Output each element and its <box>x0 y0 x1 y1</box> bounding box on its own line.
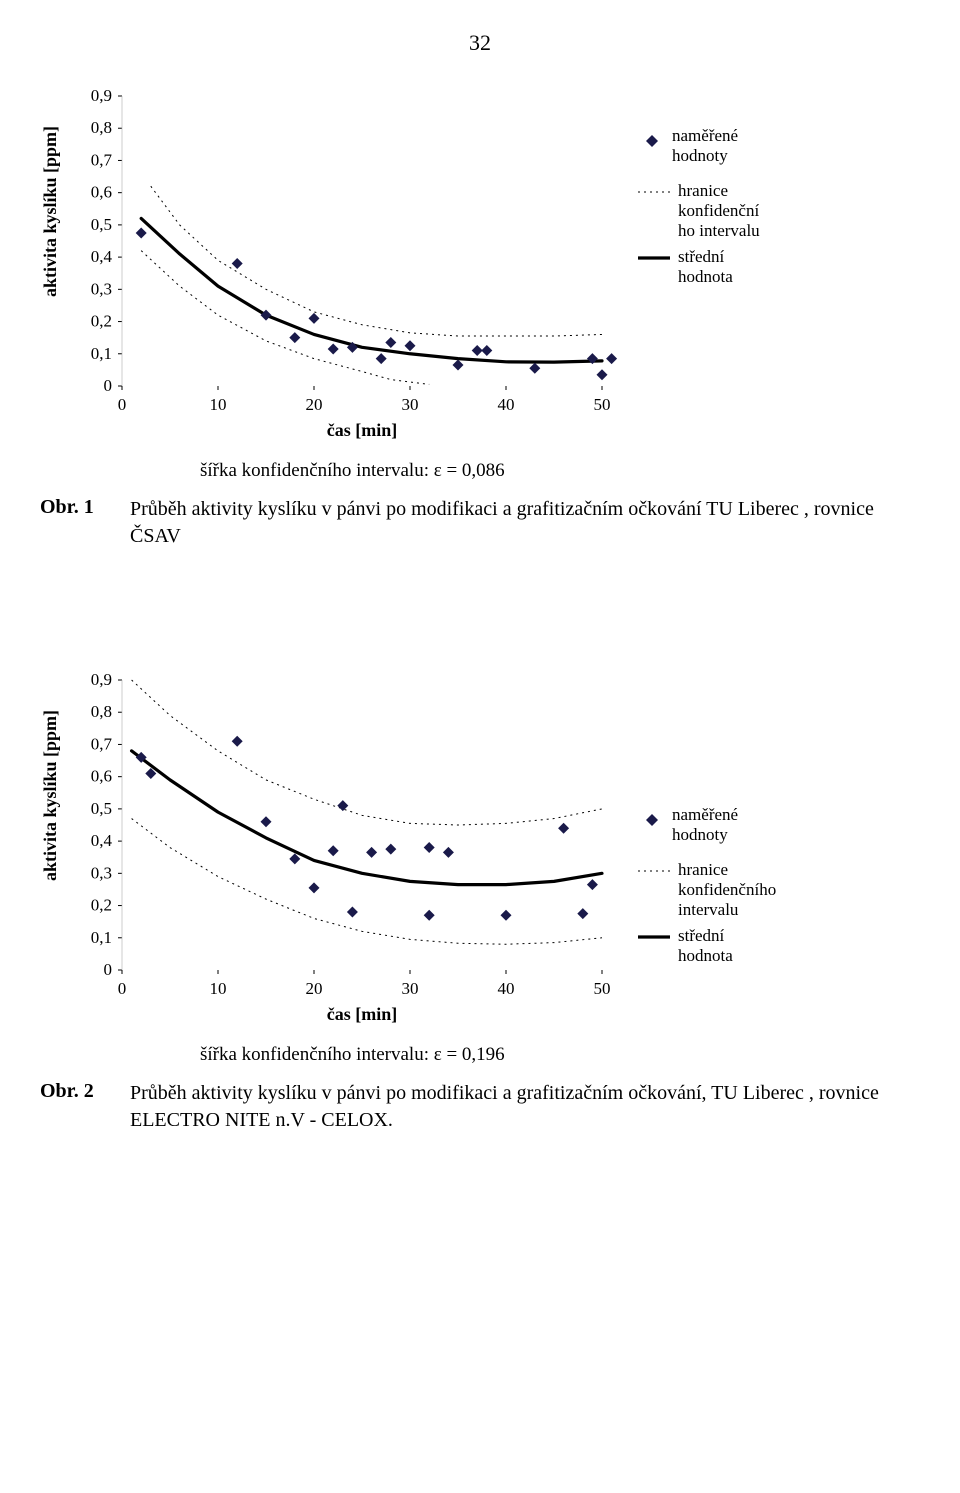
svg-text:50: 50 <box>594 979 611 998</box>
page-number: 32 <box>40 30 920 56</box>
svg-text:20: 20 <box>306 979 323 998</box>
svg-text:ho intervalu: ho intervalu <box>678 221 760 240</box>
chart2-y-label: aktivita kyslíku [ppm] <box>40 710 61 881</box>
svg-text:0,7: 0,7 <box>91 150 113 169</box>
svg-text:0,8: 0,8 <box>91 702 112 721</box>
svg-text:0,9: 0,9 <box>91 86 112 105</box>
svg-text:hranice: hranice <box>678 181 728 200</box>
figure2-obr-label: Obr. 2 <box>40 1080 130 1103</box>
svg-text:0,6: 0,6 <box>91 183 112 202</box>
svg-text:30: 30 <box>402 979 419 998</box>
chart-2-svg: 0 0,1 0,2 0,3 0,4 0,5 0,6 0,7 0,8 0,9 0 10 20 30 40 50 č… <box>67 670 897 1030</box>
svg-text:hodnota: hodnota <box>678 946 733 965</box>
svg-text:0,8: 0,8 <box>91 118 112 137</box>
svg-text:hodnoty: hodnoty <box>672 825 728 844</box>
svg-text:naměřené: naměřené <box>672 805 738 824</box>
figure1-caption: Průběh aktivity kyslíku v pánvi po modif… <box>130 496 920 550</box>
svg-text:0,6: 0,6 <box>91 767 112 786</box>
svg-text:0: 0 <box>104 376 113 395</box>
svg-text:0,5: 0,5 <box>91 799 112 818</box>
svg-text:10: 10 <box>210 979 227 998</box>
svg-text:čas [min]: čas [min] <box>327 1004 398 1024</box>
chart1-y-label: aktivita kyslíku [ppm] <box>40 126 61 297</box>
svg-text:hodnoty: hodnoty <box>672 146 728 165</box>
figure2-caption: Průběh aktivity kyslíku v pánvi po modif… <box>130 1080 920 1134</box>
svg-text:čas [min]: čas [min] <box>327 420 398 440</box>
svg-text:0,3: 0,3 <box>91 279 112 298</box>
chart2-epsilon: šířka konfidenčního intervalu: ε = 0,196 <box>200 1044 920 1066</box>
svg-text:0,9: 0,9 <box>91 670 112 689</box>
svg-text:30: 30 <box>402 395 419 414</box>
svg-text:50: 50 <box>594 395 611 414</box>
figure-1: aktivita kyslíku [ppm] 00,10,20,30,40,50… <box>40 86 920 550</box>
svg-text:střední: střední <box>678 926 725 945</box>
svg-text:hodnota: hodnota <box>678 267 733 286</box>
svg-text:0,2: 0,2 <box>91 896 112 915</box>
svg-text:0,1: 0,1 <box>91 344 112 363</box>
svg-text:0: 0 <box>104 960 113 979</box>
svg-text:naměřené: naměřené <box>672 126 738 145</box>
svg-text:0,3: 0,3 <box>91 863 112 882</box>
svg-text:střední: střední <box>678 247 725 266</box>
svg-text:0,7: 0,7 <box>91 734 113 753</box>
svg-text:intervalu: intervalu <box>678 900 739 919</box>
svg-text:40: 40 <box>498 979 515 998</box>
svg-text:0,4: 0,4 <box>91 247 113 266</box>
chart1-epsilon: šířka konfidenčního intervalu: ε = 0,086 <box>200 460 920 482</box>
svg-text:hranice: hranice <box>678 860 728 879</box>
figure1-obr-label: Obr. 1 <box>40 496 130 519</box>
svg-text:0,4: 0,4 <box>91 831 113 850</box>
svg-text:konfidenční: konfidenční <box>678 201 759 220</box>
svg-text:0,5: 0,5 <box>91 215 112 234</box>
svg-text:0,1: 0,1 <box>91 928 112 947</box>
svg-text:konfidenčního: konfidenčního <box>678 880 776 899</box>
svg-text:40: 40 <box>498 395 515 414</box>
svg-text:0: 0 <box>118 395 127 414</box>
svg-text:20: 20 <box>306 395 323 414</box>
svg-text:10: 10 <box>210 395 227 414</box>
figure-2: aktivita kyslíku [ppm] 00,10,20,30,40,50… <box>40 670 920 1134</box>
svg-text:0,2: 0,2 <box>91 312 112 331</box>
chart-1-svg: 0 0,1 0,2 0,3 0,4 0,5 0,6 0,7 0,8 0,9 0 10 20 30 40 50 č… <box>67 86 897 446</box>
svg-text:0: 0 <box>118 979 127 998</box>
